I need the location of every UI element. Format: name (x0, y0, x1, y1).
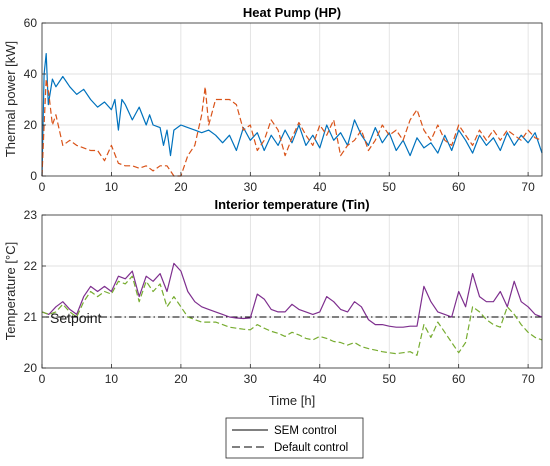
heat-pump-lines (41, 53, 543, 177)
heat-pump-y-axis-label: Thermal power [kW] (3, 41, 18, 157)
temperature-title: Interior temperature (Tin) (214, 197, 369, 212)
legend-label-sem: SEM control (274, 425, 337, 437)
heat-pump-y-tick-label: 40 (24, 67, 38, 81)
heat-pump-series-default-line (41, 78, 543, 177)
heat-pump-x-tick-label: 30 (244, 180, 258, 194)
temperature-x-tick-label: 0 (39, 372, 46, 386)
setpoint-annotation: Setpoint (50, 310, 101, 326)
temperature-series-default-line (41, 275, 543, 356)
temperature-y-tick-label: 21 (24, 310, 38, 324)
heat-pump-x-tick-label: 20 (174, 180, 188, 194)
temperature-x-tick-label: 70 (521, 372, 535, 386)
heat-pump-y-ticks: 0 20 40 60 (24, 16, 46, 183)
legend-box (225, 417, 364, 459)
temperature-y-tick-label: 22 (24, 259, 38, 273)
heat-pump-y-tick-label: 0 (30, 169, 37, 183)
heat-pump-x-ticks: 0 10 20 30 40 50 60 70 (39, 172, 535, 194)
temperature-x-tick-label: 30 (244, 372, 258, 386)
temperature-x-tick-label: 60 (452, 372, 466, 386)
heat-pump-y-tick-label: 60 (24, 16, 38, 30)
heat-pump-axes-box (41, 22, 543, 177)
heat-pump-series-sem-line (41, 53, 543, 177)
heat-pump-x-tick-label: 70 (521, 180, 535, 194)
legend-label-default: Default control (274, 442, 348, 454)
heat-pump-x-tick-label: 10 (105, 180, 119, 194)
temperature-y-tick-label: 23 (24, 208, 38, 222)
x-axis-label: Time [h] (269, 393, 315, 408)
temperature-x-tick-label: 40 (313, 372, 327, 386)
temperature-y-ticks: 20 21 22 23 (24, 208, 46, 375)
temperature-y-tick-label: 20 (24, 361, 38, 375)
legend: SEM control Default control (225, 417, 364, 459)
heat-pump-x-tick-label: 40 (313, 180, 327, 194)
heat-pump-y-tick-label: 20 (24, 118, 38, 132)
heat-pump-title: Heat Pump (HP) (243, 5, 341, 20)
heat-pump-panel: 0 10 20 30 40 50 60 70 0 20 40 60 Heat Pump (HP) T… (3, 5, 543, 194)
temperature-y-axis-label: Temperature [°C] (3, 242, 18, 340)
temperature-axes-box (41, 214, 543, 369)
temperature-x-ticks: 0 10 20 30 40 50 60 70 (39, 364, 535, 386)
temperature-panel: 0 10 20 30 40 50 60 70 20 21 22 23 Interior temper… (3, 197, 543, 408)
temperature-x-tick-label: 50 (383, 372, 397, 386)
temperature-grid (42, 215, 542, 368)
heat-pump-grid (42, 23, 542, 176)
temperature-x-tick-label: 10 (105, 372, 119, 386)
temperature-lines (41, 262, 543, 356)
temperature-x-tick-label: 20 (174, 372, 188, 386)
heat-pump-x-tick-label: 60 (452, 180, 466, 194)
temperature-series-sem-line (41, 262, 543, 328)
heat-pump-x-tick-label: 50 (383, 180, 397, 194)
heat-pump-x-tick-label: 0 (39, 180, 46, 194)
